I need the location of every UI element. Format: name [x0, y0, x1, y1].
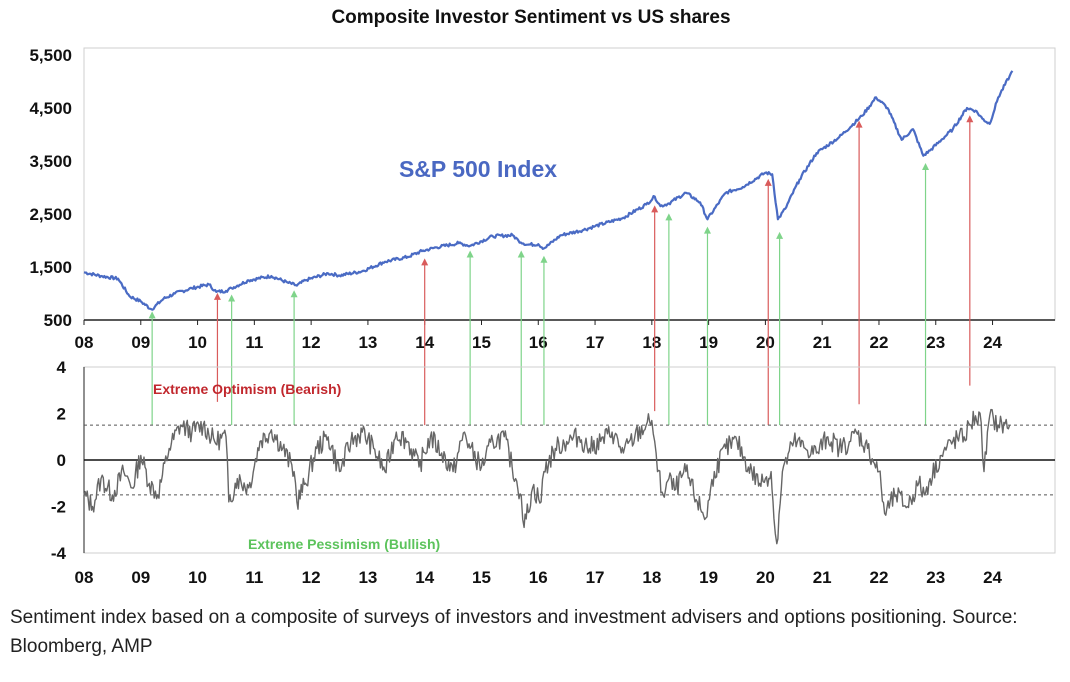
sentiment-y-tick-label: 0 [57, 451, 66, 470]
price-y-tick-label: 3,500 [29, 152, 72, 171]
bullish-signal-arrow [517, 250, 525, 258]
price-x-tick-label: 21 [813, 333, 832, 352]
price-x-tick-label: 18 [642, 333, 661, 352]
sentiment-x-tick-label: 13 [358, 568, 377, 587]
sentiment-y-tick-label: 4 [57, 358, 67, 377]
price-x-tick-label: 10 [188, 333, 207, 352]
sentiment-x-tick-label: 17 [586, 568, 605, 587]
bullish-signal-arrow [665, 213, 673, 221]
price-x-tick-label: 24 [983, 333, 1002, 352]
bullish-signal-arrow [466, 250, 474, 258]
bullish-signal-arrow [290, 290, 298, 298]
price-y-tick-label: 1,500 [29, 258, 72, 277]
price-x-tick-label: 22 [870, 333, 889, 352]
bearish-signal-arrow [213, 292, 221, 300]
sentiment-x-tick-label: 21 [813, 568, 832, 587]
sentiment-x-tick-label: 11 [245, 568, 263, 587]
sentiment-x-tick-label: 16 [529, 568, 548, 587]
sentiment-x-tick-label: 18 [642, 568, 661, 587]
sp500-line [83, 70, 1014, 311]
bullish-signal-arrow [703, 226, 711, 234]
sentiment-x-tick-label: 14 [415, 568, 434, 587]
price-x-tick-label: 17 [586, 333, 605, 352]
sentiment-x-tick-label: 22 [870, 568, 889, 587]
sp500-series-label: S&P 500 Index [399, 156, 557, 182]
bullish-signal-arrow [148, 311, 156, 319]
price-y-tick-label: 4,500 [29, 99, 72, 118]
price-x-tick-label: 12 [302, 333, 321, 352]
price-x-tick-label: 09 [131, 333, 150, 352]
chart: Composite Investor Sentiment vs US share… [29, 7, 1056, 587]
price-x-tick-label: 08 [75, 333, 94, 352]
price-x-tick-label: 15 [472, 333, 491, 352]
price-x-tick-label: 16 [529, 333, 548, 352]
bullish-signal-arrow [776, 231, 784, 239]
extreme-pessimism-label: Extreme Pessimism (Bullish) [248, 536, 440, 552]
sentiment-x-tick-label: 20 [756, 568, 775, 587]
sentiment-x-tick-label: 10 [188, 568, 207, 587]
price-x-tick-label: 19 [699, 333, 718, 352]
price-x-tick-label: 20 [756, 333, 775, 352]
sentiment-y-tick-label: -4 [51, 544, 67, 563]
sentiment-x-tick-label: 24 [983, 568, 1002, 587]
sentiment-x-tick-label: 09 [131, 568, 150, 587]
price-x-tick-label: 11 [245, 333, 263, 352]
sentiment-x-tick-label: 19 [699, 568, 718, 587]
bearish-signal-arrow [855, 120, 863, 128]
sentiment-line [83, 408, 1011, 545]
sentiment-x-tick-label: 15 [472, 568, 491, 587]
chart-title: Composite Investor Sentiment vs US share… [331, 7, 730, 28]
price-x-tick-label: 23 [926, 333, 945, 352]
source-caption: Sentiment index based on a composite of … [10, 607, 1018, 657]
price-y-tick-label: 5,500 [29, 46, 72, 65]
sentiment-y-tick-label: 2 [57, 405, 66, 424]
sentiment-y-tick-label: -2 [51, 498, 66, 517]
price-panel: 500 1,500 2,500 3,500 4,500 5,500 08 09 10 11 12 13… [29, 46, 1056, 426]
extreme-optimism-label: Extreme Optimism (Bearish) [153, 381, 341, 397]
sentiment-x-tick-label: 08 [75, 568, 94, 587]
bearish-signal-arrow [421, 258, 429, 266]
bullish-signal-arrow [922, 163, 930, 170]
price-y-tick-label: 2,500 [29, 205, 72, 224]
price-x-tick-label: 13 [358, 333, 377, 352]
bearish-signal-arrow [966, 115, 974, 123]
price-plot-frame [83, 47, 1056, 321]
bullish-signal-arrow [540, 255, 548, 263]
price-y-tick-label: 500 [44, 311, 72, 330]
sentiment-x-tick-label: 23 [926, 568, 945, 587]
bearish-signal-arrow [764, 178, 772, 186]
bearish-signal-arrow [651, 205, 659, 213]
sentiment-x-tick-label: 12 [302, 568, 321, 587]
bullish-signal-arrow [228, 294, 236, 302]
